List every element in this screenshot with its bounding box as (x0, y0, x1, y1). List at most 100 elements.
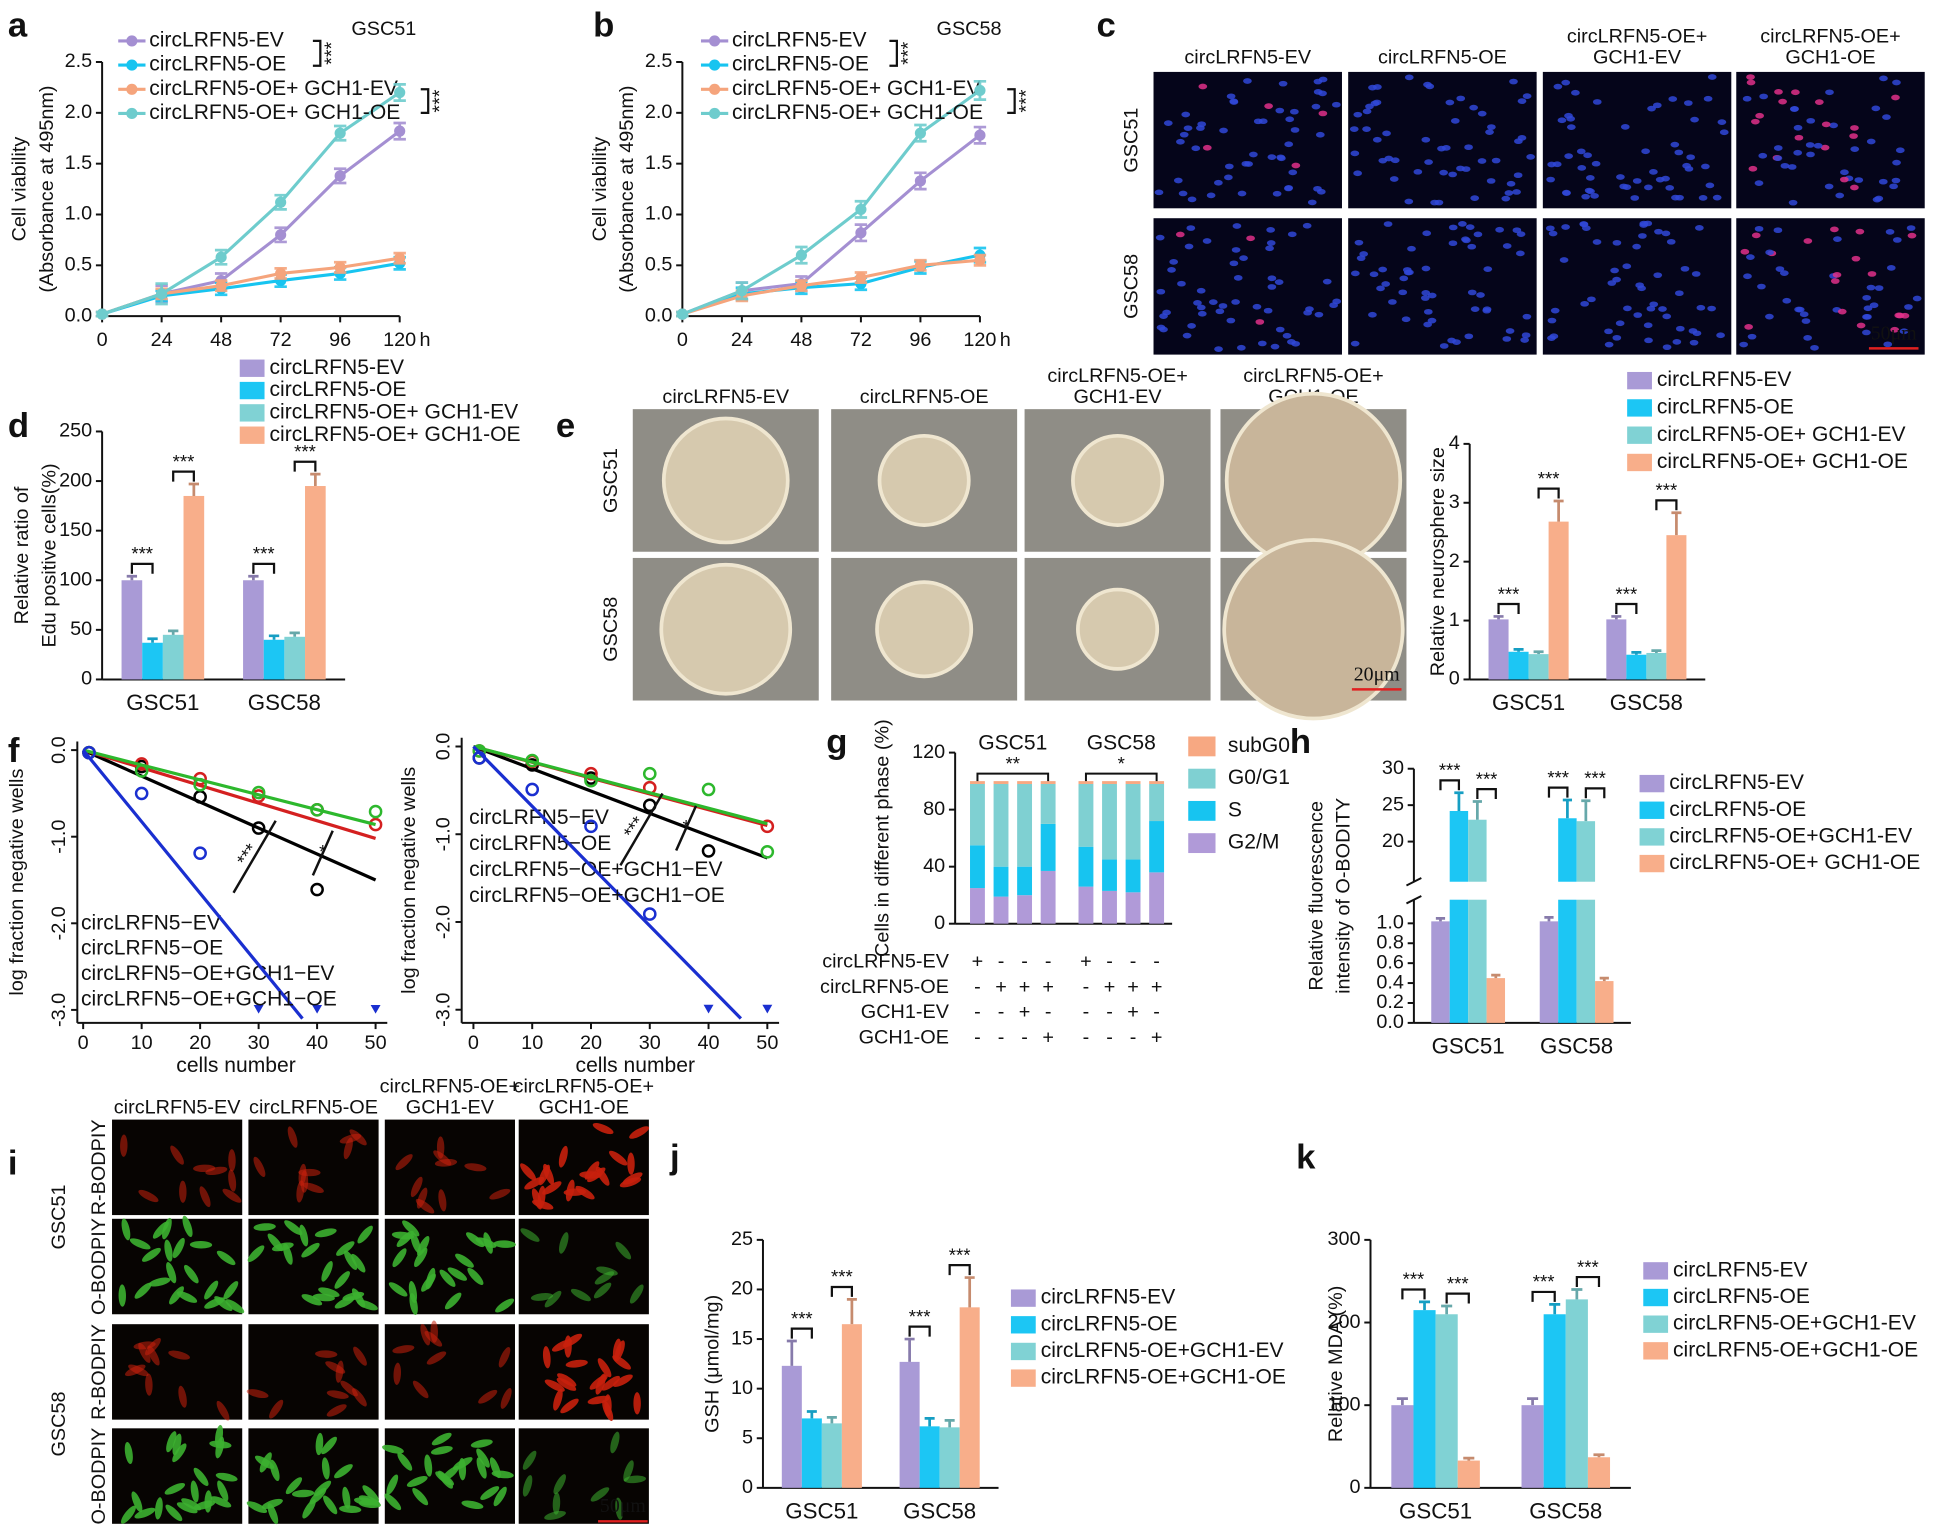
nucleus (1571, 89, 1580, 96)
condition-sign: - (1021, 1027, 1028, 1049)
cell (357, 1225, 373, 1244)
cell (584, 1161, 600, 1180)
nucleus (1275, 326, 1285, 333)
micrograph (384, 1324, 515, 1420)
nucleus (1765, 249, 1774, 256)
nucleus (1610, 267, 1619, 274)
data-point (275, 196, 287, 208)
nucleus (1167, 267, 1176, 273)
significance-bracket (1547, 786, 1569, 798)
significance-connector (232, 820, 334, 894)
nucleus (1562, 190, 1571, 197)
cell (392, 1248, 407, 1268)
column-header: circLRFN5-EV (1184, 47, 1311, 69)
data-point (914, 127, 927, 139)
nucleus (1224, 163, 1234, 170)
significance-bracket (1584, 787, 1606, 799)
micrograph (384, 1119, 515, 1216)
nucleus (1196, 287, 1206, 294)
nucleus (1448, 171, 1457, 178)
legend-marker (709, 59, 721, 71)
cell (179, 1180, 187, 1203)
nucleus (1672, 338, 1682, 345)
nucleus (1424, 159, 1433, 165)
nucleus (1698, 194, 1708, 201)
cell (172, 1443, 187, 1463)
data-line (681, 258, 981, 316)
y-tick-label: 0 (934, 912, 945, 934)
y-axis-title: (Absorbance at 495nm) (36, 85, 58, 292)
cell (291, 1489, 315, 1498)
nucleus (1748, 165, 1758, 172)
nucleus (1332, 298, 1342, 305)
significance-bracket (976, 772, 1050, 782)
nucleus (1413, 168, 1423, 175)
y-tick-label: 1.0 (645, 203, 673, 225)
cell (386, 1474, 399, 1495)
legend-label: circLRFN5-OE (1673, 1285, 1810, 1308)
nucleus (1372, 136, 1382, 143)
nucleus (1513, 172, 1523, 179)
data-point (584, 773, 598, 788)
legend-swatch (239, 359, 265, 377)
cell (326, 1390, 349, 1399)
data-point (472, 751, 487, 765)
cell (342, 1486, 351, 1509)
cell (565, 1359, 588, 1368)
nucleus (1632, 243, 1641, 250)
x-axis-title: cells number (176, 1054, 295, 1077)
y-tick-label: 25 (731, 1228, 753, 1250)
x-tick-label: 96 (329, 329, 351, 351)
nucleus (1890, 326, 1900, 333)
legend-label: circLRFN5-EV (732, 28, 867, 51)
nucleus (1404, 74, 1414, 81)
cell (498, 1346, 511, 1368)
data-line (101, 129, 401, 316)
cell (168, 1350, 190, 1360)
nucleus (1654, 228, 1663, 235)
nucleus (1691, 271, 1701, 277)
nucleus (1835, 192, 1845, 199)
error-bar (1441, 1304, 1453, 1315)
nucleus (1282, 332, 1292, 339)
cell (315, 1350, 338, 1358)
nucleus (1583, 152, 1592, 159)
cell (458, 1458, 467, 1481)
legend-label: G2/M (1228, 831, 1280, 854)
legend-label: subG0 (1228, 734, 1290, 757)
bar-segment (1102, 781, 1117, 784)
bar-segment (1125, 892, 1141, 924)
cell (557, 1373, 577, 1387)
y-tick-label: 1.5 (645, 152, 673, 174)
significance-label: *** (1498, 583, 1520, 604)
nucleus (1155, 234, 1165, 241)
nucleus (1806, 151, 1815, 158)
nucleus (1514, 138, 1523, 145)
nucleus (1267, 154, 1277, 160)
significance-label: *** (321, 41, 343, 64)
nucleus (1423, 321, 1432, 328)
cell (318, 1287, 340, 1298)
nucleus (1886, 265, 1896, 271)
cell (301, 1294, 323, 1306)
x-tick-label: 96 (909, 329, 931, 351)
y-tick-label: 300 (1327, 1228, 1360, 1250)
nucleus (1232, 223, 1242, 229)
cell (622, 1172, 643, 1185)
nucleus (1789, 106, 1799, 112)
y-tick-label: 0.0 (48, 736, 70, 764)
nucleus (1661, 175, 1670, 182)
fit-line (82, 748, 377, 882)
nucleus (1477, 158, 1487, 164)
y-axis-title: Relative MDA (%) (1325, 1286, 1347, 1442)
bar (243, 580, 264, 680)
data-point (275, 267, 287, 280)
significance-label: *** (1615, 583, 1637, 604)
nucleus (1740, 248, 1750, 255)
nucleus (1219, 127, 1228, 134)
nucleus (1862, 329, 1871, 336)
nucleus (1275, 107, 1285, 114)
nucleus (1549, 333, 1559, 340)
bar-segment (1040, 870, 1056, 924)
data-point (394, 252, 406, 264)
